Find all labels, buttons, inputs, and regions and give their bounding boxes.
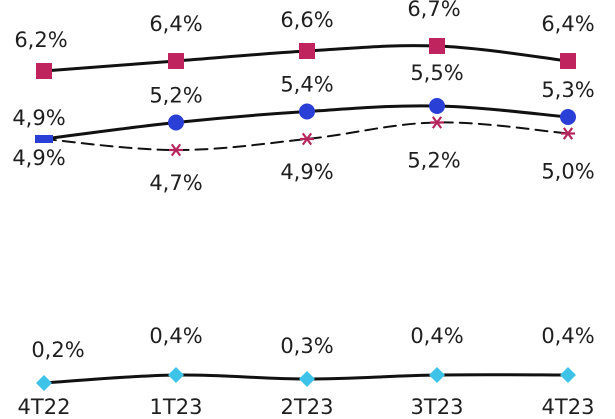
marker-low-2 [299, 371, 315, 387]
data-label-dash-0: 4,9% [12, 146, 65, 170]
data-label-mid-1: 5,2% [149, 84, 202, 108]
data-label-top-3: 6,7% [407, 0, 460, 21]
marker-low-1 [168, 367, 184, 383]
data-label-dash-2: 4,9% [280, 160, 333, 184]
marker-mid-1 [168, 114, 184, 131]
marker-mid-0 [35, 135, 53, 143]
x-tick-label-4: 4T23 [542, 395, 595, 419]
marker-top-0 [36, 63, 52, 79]
data-label-low-3: 0,4% [410, 324, 463, 348]
series-line-dash [43, 121, 569, 152]
data-label-mid-2: 5,4% [280, 73, 333, 97]
marker-low-3 [429, 367, 445, 383]
x-tick-label-0: 4T22 [18, 395, 71, 419]
data-label-top-4: 6,4% [541, 12, 594, 36]
data-label-low-2: 0,3% [280, 334, 333, 358]
data-label-dash-1: 4,7% [149, 171, 202, 195]
data-label-low-4: 0,4% [541, 324, 594, 348]
marker-dash-2 [300, 132, 314, 146]
data-label-low-1: 0,4% [149, 324, 202, 348]
marker-dash-1 [169, 143, 183, 157]
marker-mid-3 [429, 98, 445, 114]
data-label-top-2: 6,6% [280, 8, 333, 32]
marker-low-0 [36, 375, 52, 391]
marker-dash-3 [430, 116, 444, 129]
x-axis-ticks: 4T22 1T23 2T23 3T23 4T23 [18, 395, 595, 419]
x-tick-label-3: 3T23 [411, 395, 464, 419]
data-label-dash-4: 5,0% [541, 160, 594, 184]
marker-top-1 [168, 53, 184, 69]
marker-top-3 [429, 38, 445, 54]
data-labels: 6,2% 6,4% 6,6% 6,7% 6,4% 4,9% 5,2% 5,4% 5,5% 5,3%… [12, 0, 594, 362]
data-label-dash-3: 5,2% [407, 149, 460, 173]
marker-low-4 [560, 367, 576, 383]
data-label-top-0: 6,2% [14, 28, 67, 52]
x-tick-label-2: 2T23 [281, 395, 334, 419]
data-label-mid-0: 4,9% [12, 106, 65, 130]
data-label-top-1: 6,4% [149, 12, 202, 36]
marker-mid-4 [560, 109, 576, 125]
data-label-mid-3: 5,5% [410, 61, 463, 85]
marker-top-4 [560, 53, 576, 69]
data-label-low-0: 0,2% [31, 338, 84, 362]
marker-dash-4 [561, 127, 575, 140]
data-label-mid-4: 5,3% [541, 78, 594, 102]
marker-top-2 [299, 43, 315, 59]
x-tick-label-1: 1T23 [150, 395, 203, 419]
series-markers [35, 38, 576, 391]
marker-mid-2 [299, 103, 315, 120]
